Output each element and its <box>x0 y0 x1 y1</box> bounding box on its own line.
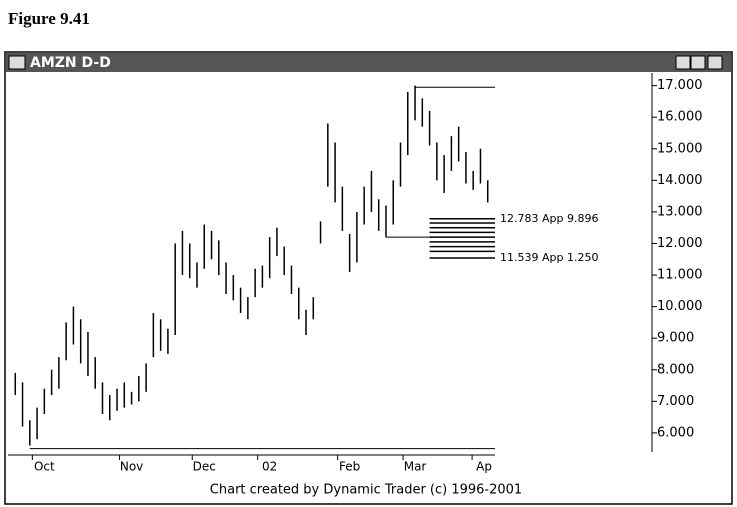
y-tick-label: 7.000 <box>657 394 694 409</box>
y-tick-label: 9.000 <box>657 331 694 346</box>
y-tick-label: 10.000 <box>657 299 703 314</box>
window <box>4 51 733 505</box>
x-tick-label: Ap <box>476 460 492 474</box>
window-title: AMZN D-D <box>30 55 111 71</box>
y-tick-label: 17.000 <box>657 78 703 93</box>
x-tick-label: Mar <box>404 460 427 474</box>
figure-label: Figure 9.41 <box>8 9 90 28</box>
y-tick-label: 16.000 <box>657 110 703 125</box>
x-tick-label: Feb <box>339 460 360 474</box>
x-tick-label: Nov <box>120 460 143 474</box>
title-bar <box>6 53 731 72</box>
x-tick-label: Dec <box>193 460 216 474</box>
credit: Chart created by Dynamic Trader (c) 1996… <box>210 483 522 498</box>
y-tick-label: 11.000 <box>657 268 703 283</box>
app-icon <box>8 55 26 70</box>
projection-label: 12.783 App 9.896 <box>500 212 598 225</box>
y-tick-label: 8.000 <box>657 362 694 377</box>
x-tick-label: Oct <box>34 460 55 474</box>
y-tick-label: 6.000 <box>657 425 694 440</box>
x-tick-label: 02 <box>262 460 277 474</box>
y-tick-label: 12.000 <box>657 236 703 251</box>
projection-label: 11.539 App 1.250 <box>500 251 598 264</box>
minimize-button[interactable] <box>675 55 691 70</box>
maximize-button[interactable] <box>690 55 706 70</box>
y-tick-label: 13.000 <box>657 204 703 219</box>
y-tick-label: 15.000 <box>657 141 703 156</box>
y-tick-label: 14.000 <box>657 173 703 188</box>
close-button[interactable] <box>707 55 723 70</box>
